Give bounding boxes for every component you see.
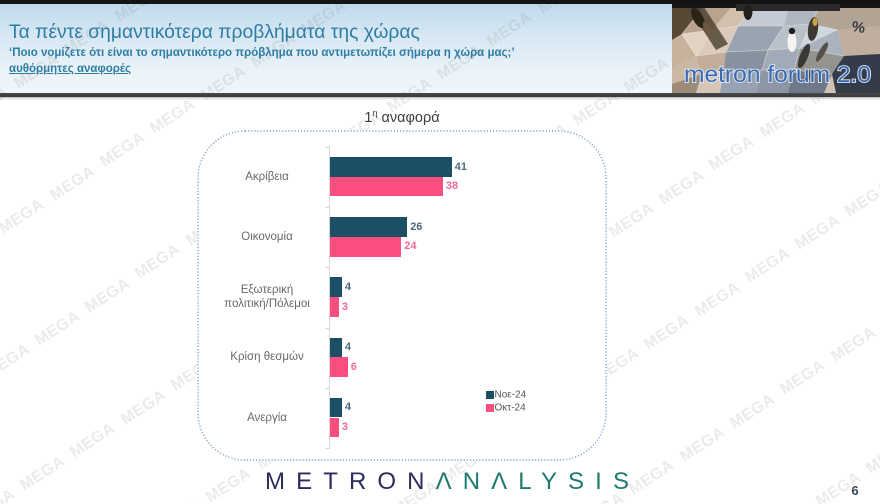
svg-text:%: %	[851, 18, 867, 37]
svg-text:metron forum 2.0: metron forum 2.0	[684, 61, 871, 87]
